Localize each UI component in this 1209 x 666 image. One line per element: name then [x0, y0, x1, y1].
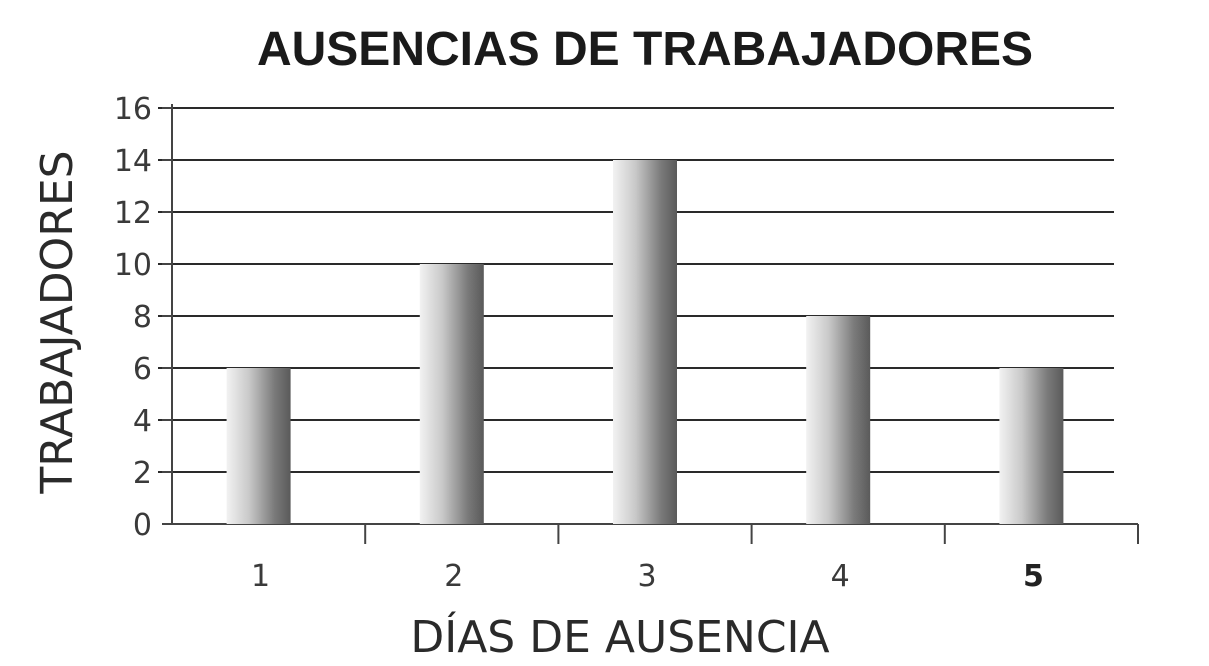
y-axis-label: TRABAJADORES	[32, 150, 83, 494]
x-tick-label-3: 3	[637, 559, 656, 594]
bar-1	[227, 368, 291, 524]
y-tick-label-12: 12	[114, 196, 152, 231]
y-tick-label-8: 8	[133, 300, 152, 335]
y-tick-label-6: 6	[133, 352, 152, 387]
bars	[227, 160, 1064, 524]
x-tick-label-2: 2	[444, 559, 463, 594]
chart-title: AUSENCIAS DE TRABAJADORES	[257, 23, 1033, 76]
x-tick-label-1: 1	[251, 559, 270, 594]
x-tick-label-4: 4	[831, 559, 850, 594]
bar-5	[999, 368, 1063, 524]
x-tick-label-5: 5	[1023, 559, 1044, 594]
x-axis-label: DÍAS DE AUSENCIA	[410, 610, 829, 663]
y-tick-label-14: 14	[114, 144, 152, 179]
bar-4	[806, 316, 870, 524]
y-tick-label-16: 16	[114, 92, 152, 127]
x-tick-labels: 1 2 3 4 5	[251, 559, 1044, 594]
y-tick-label-10: 10	[114, 248, 152, 283]
y-tick-label-4: 4	[133, 404, 152, 439]
bar-3	[613, 160, 677, 524]
bar-2	[420, 264, 484, 524]
y-tick-label-0: 0	[133, 508, 152, 543]
y-tick-labels: 0 2 4 6 8 10 12 14 16	[114, 92, 152, 543]
y-tick-label-2: 2	[133, 456, 152, 491]
